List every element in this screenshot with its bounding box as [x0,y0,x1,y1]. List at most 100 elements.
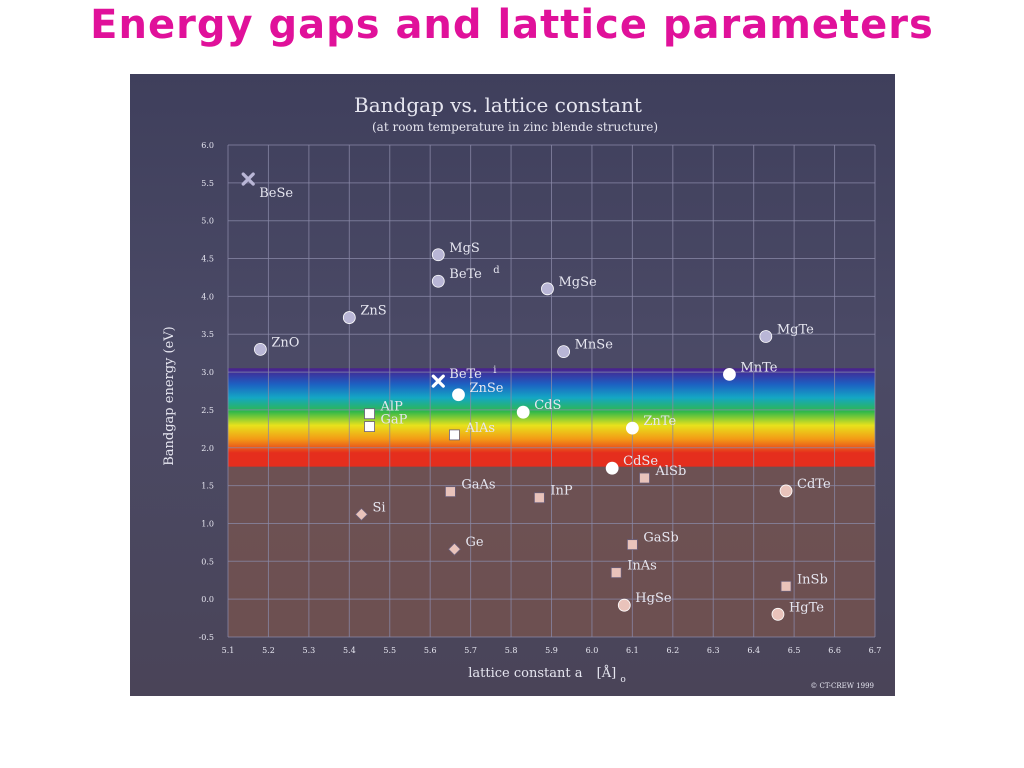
y-tick-label: 5.5 [201,179,214,188]
x-tick-label: 6.2 [666,646,679,655]
point-gap [364,421,375,432]
point-label: MgS [449,241,480,256]
point-label: AlP [380,400,404,415]
chart-subtitle: (at room temperature in zinc blende stru… [372,120,658,134]
y-tick-label: 2.0 [201,444,214,453]
point-label: BeTe [449,267,482,282]
point-label: BeTe [449,367,482,382]
point-alsb [639,472,650,484]
x-tick-label: 5.1 [222,646,235,655]
y-tick-label: 4.5 [201,255,214,264]
point-alp [364,408,375,420]
point-mgs [431,248,445,262]
point-label: Si [372,500,385,515]
x-tick-label: 6.7 [869,646,882,655]
grid [227,144,876,638]
point-znse [452,388,465,402]
point-cdte [779,484,793,498]
point-label: ZnS [360,304,386,319]
y-tick-label: -0.5 [199,633,214,642]
point-label: HgTe [789,600,824,615]
point-alas [449,429,460,441]
x-axis-label-text: lattice constant a [468,666,582,681]
y-tick-label: 1.0 [201,519,214,528]
point-label: MnSe [575,338,614,353]
point-label: GaAs [461,478,495,493]
point-gaas [445,486,456,498]
point-label: CdTe [797,477,831,492]
point-label: CdS [534,398,561,413]
point-label: InP [550,484,573,499]
x-tick-label: 5.2 [262,646,275,655]
point-ge [447,542,462,556]
point-zno [253,342,267,356]
point-label: GaSb [643,531,678,546]
point-mnse [557,345,571,359]
x-tick-label: 6.4 [747,646,760,655]
x-tick-label: 6.0 [586,646,599,655]
point-label: ZnO [271,335,299,350]
x-tick-label: 5.7 [464,646,477,655]
point-tag: i [493,365,496,376]
point-tag: d [493,265,500,276]
point-bese [241,172,255,186]
y-axis-label: Bandgap energy (eV) [162,326,177,466]
chart-title: Bandgap vs. lattice constant [354,93,642,117]
point-bete-i [431,374,445,388]
point-gasb [626,539,638,551]
point-label: BeSe [259,186,293,201]
copyright-text: © CT-CREW 1999 [810,682,874,690]
point-hgte [771,607,785,621]
y-tick-label: 3.0 [201,368,214,377]
point-label: ZnTe [643,414,676,429]
x-tick-label: 5.9 [545,646,558,655]
point-inas [610,567,622,579]
point-label: AlAs [464,421,495,436]
y-tick-label: 2.5 [201,406,214,415]
point-label: AlSb [655,464,687,479]
point-bete-d [431,274,445,288]
point-znte [625,421,639,435]
point-label: Ge [465,535,483,550]
point-cds [516,405,530,419]
x-axis-label: lattice constant a [Å] o [468,665,625,685]
y-tick-label: 6.0 [201,141,214,150]
point-label: MgTe [777,323,814,338]
x-tick-label: 5.4 [343,646,356,655]
point-insb [780,580,792,592]
point-label: InSb [797,572,828,587]
y-tick-label: 3.5 [201,330,214,339]
chart-panel: Bandgap vs. lattice constant (at room te… [130,74,895,696]
point-label: GaP [381,413,408,428]
point-si [354,507,369,521]
point-hgse [617,598,631,612]
point-label: InAs [627,559,657,574]
point-cdse [605,461,619,475]
x-tick-label: 6.1 [626,646,639,655]
y-tick-label: 1.5 [201,482,214,491]
point-label: ZnSe [469,381,503,396]
x-axis-unit: [Å] [597,665,617,681]
y-tick-label: 4.0 [201,292,214,301]
point-label: MgSe [558,275,597,290]
y-tick-label: 0.5 [201,557,214,566]
point-inp [533,492,545,504]
x-tick-label: 5.8 [505,646,518,655]
point-mgte [759,330,773,343]
y-tick-label: 0.0 [201,595,214,604]
slide-title: Energy gaps and lattice parameters [90,2,934,48]
point-label: CdSe [623,454,658,469]
x-tick-label: 6.5 [788,646,801,655]
axis-ticks: 5.1 5.2 5.3 5.4 5.5 5.6 5.7 5.8 5.9 6.0 6.1 6.2 6.3 6… [199,141,882,655]
point-label: MnTe [740,360,777,375]
x-tick-label: 6.3 [707,646,720,655]
point-mnte [723,367,736,381]
point-mgse [541,282,554,296]
x-tick-label: 5.6 [424,646,437,655]
y-tick-label: 5.0 [201,217,214,226]
x-tick-label: 5.3 [303,646,316,655]
point-label: HgSe [635,591,672,606]
bandgap-chart: Bandgap vs. lattice constant (at room te… [162,93,882,690]
x-tick-label: 6.6 [828,646,841,655]
